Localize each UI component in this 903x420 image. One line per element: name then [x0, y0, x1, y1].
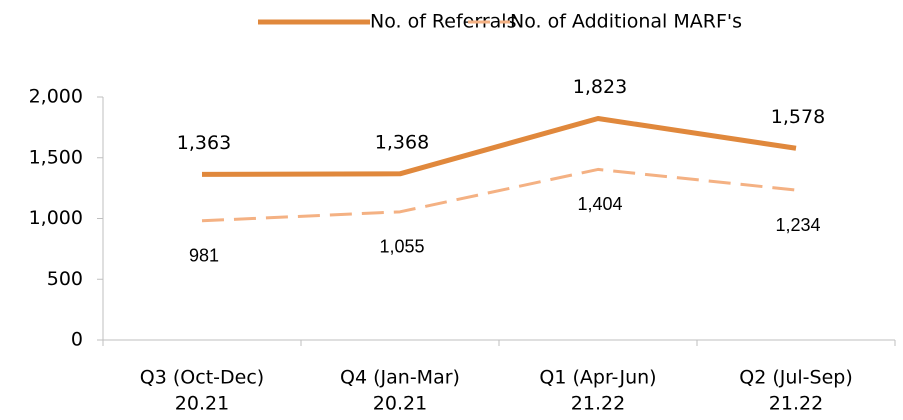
x-tick-label: Q3 (Oct-Dec): [140, 367, 264, 389]
data-label: 1,234: [775, 215, 820, 235]
y-tick-label: 0: [71, 329, 83, 351]
series-line: [201, 116, 797, 177]
x-tick-label: 21.22: [571, 393, 625, 415]
x-tick-label: Q2 (Jul-Sep): [739, 367, 853, 389]
data-label: 1,823: [573, 76, 627, 98]
data-label: 1,368: [375, 131, 429, 153]
y-tick-label: 2,000: [29, 86, 83, 108]
y-tick-label: 500: [47, 268, 83, 290]
data-label: 981: [189, 246, 219, 266]
legend-label: No. of Additional MARF's: [510, 11, 742, 33]
x-tick-label: 20.21: [175, 393, 229, 415]
legend-label: No. of Referrals: [370, 11, 516, 33]
data-label: 1,363: [177, 132, 231, 154]
data-label: 1,055: [379, 237, 424, 257]
x-tick-label: Q1 (Apr-Jun): [539, 367, 656, 389]
y-tick-label: 1,000: [29, 207, 83, 229]
y-tick-label: 1,500: [29, 146, 83, 168]
x-tick-label: 20.21: [373, 393, 427, 415]
series-line: [201, 167, 797, 223]
data-label: 1,578: [771, 106, 825, 128]
x-tick-label: Q4 (Jan-Mar): [340, 367, 460, 389]
x-tick-label: 21.22: [769, 393, 823, 415]
data-label: 1,404: [577, 194, 622, 214]
